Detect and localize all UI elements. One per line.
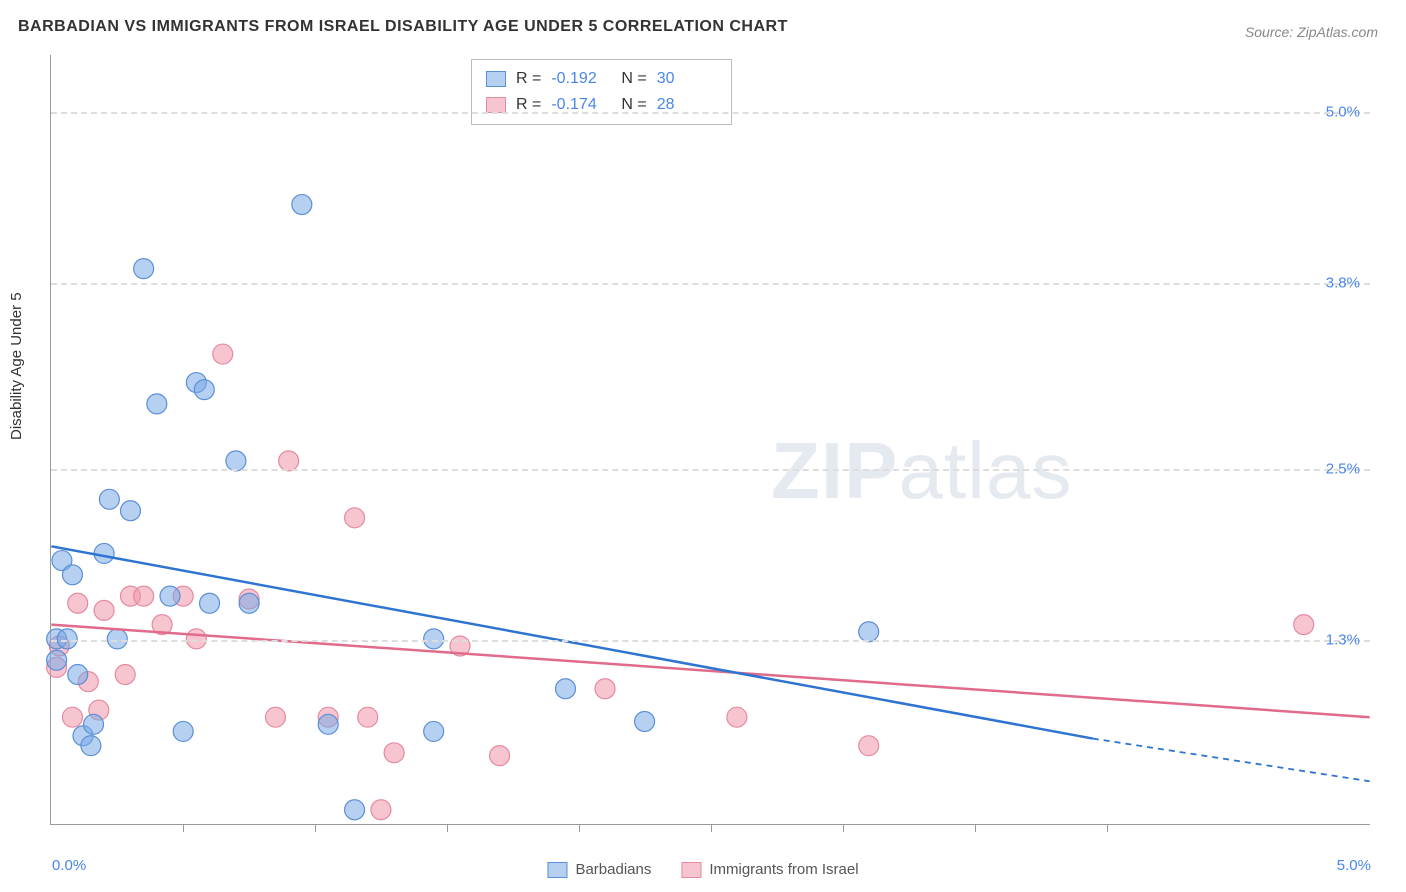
chart-title: BARBADIAN VS IMMIGRANTS FROM ISRAEL DISA… xyxy=(18,18,788,36)
x-tick xyxy=(447,824,448,832)
scatter-point xyxy=(727,707,747,727)
scatter-point xyxy=(265,707,285,727)
scatter-point xyxy=(371,800,391,820)
scatter-point xyxy=(68,593,88,613)
scatter-point xyxy=(424,721,444,741)
scatter-point xyxy=(200,593,220,613)
x-axis-max-label: 5.0% xyxy=(1337,857,1371,874)
bottom-legend: Barbadians Immigrants from Israel xyxy=(547,861,858,878)
legend-swatch-series1 xyxy=(547,862,567,878)
legend-item-series2: Immigrants from Israel xyxy=(681,861,858,878)
scatter-point xyxy=(84,714,104,734)
scatter-point xyxy=(160,586,180,606)
scatter-point xyxy=(147,394,167,414)
trend-line xyxy=(51,625,1369,718)
stats-legend-box: R = -0.192 N = 30 R = -0.174 N = 28 xyxy=(471,59,732,125)
plot-area: ZIPatlas R = -0.192 N = 30 R = -0.174 N … xyxy=(50,55,1370,825)
x-tick xyxy=(975,824,976,832)
y-tick-label: 5.0% xyxy=(1326,104,1360,121)
scatter-point xyxy=(94,543,114,563)
scatter-point xyxy=(556,679,576,699)
stats-swatch-series2 xyxy=(486,97,506,113)
legend-label-series1: Barbadians xyxy=(575,861,651,878)
gridline xyxy=(51,640,1370,642)
stats-n-label: N = xyxy=(621,92,646,118)
scatter-point xyxy=(318,714,338,734)
scatter-point xyxy=(194,380,214,400)
gridline xyxy=(51,112,1370,114)
scatter-point xyxy=(68,664,88,684)
x-axis-min-label: 0.0% xyxy=(52,857,86,874)
source-attribution: Source: ZipAtlas.com xyxy=(1245,24,1378,40)
stats-r-value-series1: -0.192 xyxy=(551,66,611,92)
x-tick xyxy=(711,824,712,832)
scatter-point xyxy=(62,707,82,727)
scatter-point xyxy=(859,736,879,756)
stats-row-series1: R = -0.192 N = 30 xyxy=(486,66,717,92)
scatter-point xyxy=(239,593,259,613)
scatter-point xyxy=(47,650,67,670)
y-axis-label: Disability Age Under 5 xyxy=(8,292,25,440)
scatter-point xyxy=(120,501,140,521)
scatter-point xyxy=(134,259,154,279)
stats-swatch-series1 xyxy=(486,71,506,87)
scatter-point xyxy=(81,736,101,756)
stats-r-value-series2: -0.174 xyxy=(551,92,611,118)
plot-svg xyxy=(51,55,1370,824)
scatter-point xyxy=(345,800,365,820)
x-tick xyxy=(315,824,316,832)
x-tick xyxy=(843,824,844,832)
x-tick xyxy=(579,824,580,832)
stats-n-value-series1: 30 xyxy=(657,66,717,92)
trend-line xyxy=(51,546,1092,738)
scatter-point xyxy=(292,195,312,215)
legend-label-series2: Immigrants from Israel xyxy=(709,861,858,878)
x-tick xyxy=(1107,824,1108,832)
legend-item-series1: Barbadians xyxy=(547,861,651,878)
stats-r-label: R = xyxy=(516,66,541,92)
legend-swatch-series2 xyxy=(681,862,701,878)
gridline xyxy=(51,283,1370,285)
y-tick-label: 1.3% xyxy=(1326,631,1360,648)
scatter-point xyxy=(345,508,365,528)
scatter-point xyxy=(1294,615,1314,635)
scatter-point xyxy=(595,679,615,699)
trend-line xyxy=(1093,739,1370,782)
scatter-point xyxy=(115,664,135,684)
y-tick-label: 2.5% xyxy=(1326,460,1360,477)
scatter-point xyxy=(384,743,404,763)
scatter-point xyxy=(490,746,510,766)
y-tick-label: 3.8% xyxy=(1326,275,1360,292)
scatter-point xyxy=(134,586,154,606)
stats-n-label: N = xyxy=(621,66,646,92)
stats-row-series2: R = -0.174 N = 28 xyxy=(486,92,717,118)
gridline xyxy=(51,469,1370,471)
scatter-point xyxy=(99,489,119,509)
scatter-point xyxy=(173,721,193,741)
stats-n-value-series2: 28 xyxy=(657,92,717,118)
scatter-point xyxy=(213,344,233,364)
x-tick xyxy=(183,824,184,832)
stats-r-label: R = xyxy=(516,92,541,118)
scatter-point xyxy=(62,565,82,585)
scatter-point xyxy=(94,600,114,620)
scatter-point xyxy=(635,711,655,731)
scatter-point xyxy=(358,707,378,727)
